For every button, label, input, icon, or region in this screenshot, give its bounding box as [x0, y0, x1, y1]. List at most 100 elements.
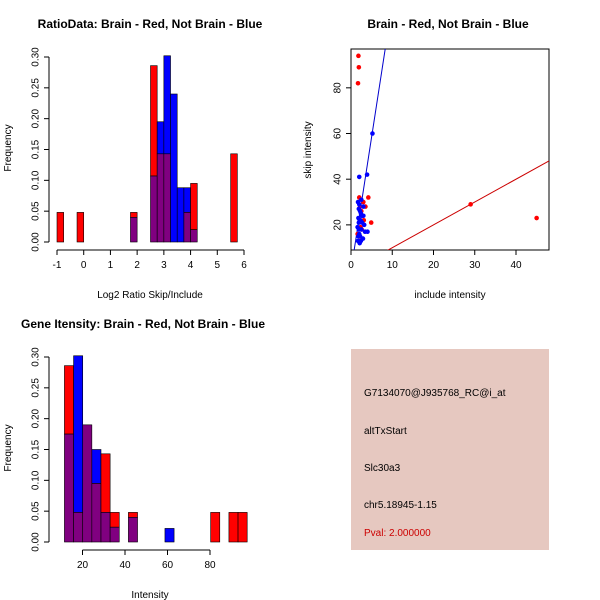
intensity-y-tick-label: 0.15	[31, 439, 42, 459]
scatter-point-blue	[359, 227, 364, 232]
scatter-fit-line-blue	[353, 49, 386, 250]
scatter-plot-box	[350, 48, 550, 251]
intensity-y-tick-label: 0.00	[31, 532, 42, 552]
ratio-x-tick-label: -1	[53, 260, 62, 271]
scatter-point-red	[368, 220, 374, 225]
ratio-y-tick-label: 0.25	[31, 78, 42, 98]
intensity-bar-red	[128, 512, 138, 518]
intensity-y-tick-label: 0.05	[30, 501, 41, 521]
scatter-point-blue	[361, 204, 366, 209]
ratio-title: RatioData: Brain - Red, Not Brain - Blue	[38, 17, 263, 31]
scatter-x-tick-label: 30	[469, 260, 481, 271]
intensity-histogram: Gene Itensity: Brain - Red, Not Brain - …	[3, 317, 265, 600]
info-probe-id: G7134070@J935768_RC@i_at	[364, 388, 506, 399]
intensity-bar-overlap	[128, 517, 138, 543]
ratio-bar-blue	[183, 187, 191, 213]
scatter-y-tick-label: 40	[333, 173, 344, 185]
ratio-bar-red	[230, 153, 238, 243]
intensity-bar-red	[210, 512, 221, 543]
ratio-bar-red	[190, 183, 198, 230]
info-gene-name: Slc30a3	[364, 463, 401, 474]
scatter-point-blue	[370, 131, 375, 136]
scatter-y-tick-label: 20	[333, 219, 344, 231]
scatter-point-red	[356, 64, 362, 70]
intensity-bar-blue	[164, 528, 175, 543]
ratio-bar-overlap	[190, 229, 198, 243]
scatter-x-tick-label: 20	[428, 260, 440, 271]
ratio-bar-red	[130, 212, 138, 218]
ratio-bar-red	[56, 212, 64, 243]
scatter-x-tick-label: 10	[387, 260, 399, 271]
intensity-bar-overlap	[82, 424, 93, 543]
ratio-x-tick-label: 6	[241, 260, 247, 271]
ratio-x-tick-label: 2	[134, 260, 140, 271]
ratio-y-tick-label: 0.05	[31, 201, 42, 221]
intensity-bar-red	[100, 453, 111, 513]
scatter-x-tick-label: 40	[510, 260, 522, 271]
scatter-point-red	[468, 202, 473, 207]
ratio-ylabel: Frequency	[3, 124, 14, 171]
info-pval: Pval: 2.000000	[364, 528, 431, 539]
ratio-bar-overlap	[130, 217, 138, 243]
ratio-x-tick-label: 4	[188, 260, 194, 271]
ratio-bar-blue	[170, 93, 178, 243]
scatter-y-tick-label: 60	[333, 128, 344, 140]
ratio-x-tick-label: 3	[161, 260, 167, 271]
intensity-bar-overlap	[91, 483, 102, 543]
intensity-y-tick-label: 0.25	[31, 378, 42, 398]
intensity-bar-blue	[73, 355, 84, 513]
scatter-fit-line-red	[387, 160, 549, 250]
intensity-y-tick-label: 0.30	[31, 347, 42, 367]
ratio-y-tick-label: 0.30	[31, 47, 42, 67]
ratio-bar-blue	[163, 55, 171, 155]
info-event-type: altTxStart	[364, 426, 407, 437]
intensity-y-tick-label: 0.20	[31, 408, 42, 428]
ratio-x-tick-label: 1	[108, 260, 114, 271]
intensity-bar-red	[109, 512, 120, 528]
info-location: chr5.18945-1.15	[364, 500, 437, 511]
scatter-point-red	[355, 80, 361, 86]
ratio-y-tick-label: 0.20	[31, 108, 42, 128]
intensity-y-tick-label: 0.10	[31, 470, 42, 490]
ratio-x-tick-label: 0	[81, 260, 87, 271]
ratio-bar-overlap	[156, 153, 165, 243]
intensity-bar-overlap	[73, 512, 84, 543]
scatter-plot: Brain - Red, Not Brain - Blue include in…	[303, 17, 550, 301]
intensity-x-tick-label: 40	[119, 560, 131, 571]
intensity-bar-overlap	[64, 433, 74, 543]
scatter-point-blue	[364, 172, 370, 177]
ratio-bar-blue	[156, 121, 165, 155]
ratio-bar-overlap	[163, 153, 171, 243]
ratio-bar-red	[76, 212, 85, 243]
scatter-point-blue	[356, 174, 362, 180]
ratio-bar-red	[150, 65, 158, 177]
scatter-point-red	[366, 195, 371, 200]
scatter-point-blue	[356, 202, 362, 207]
intensity-x-tick-label: 20	[77, 560, 89, 571]
scatter-point-blue	[362, 229, 368, 235]
scatter-point-red	[356, 53, 361, 59]
scatter-point-blue	[357, 240, 362, 246]
intensity-bar-red	[237, 512, 248, 543]
ratio-y-tick-label: 0.15	[31, 139, 42, 159]
intensity-bar-red	[64, 365, 74, 435]
ratio-bar-overlap	[183, 212, 191, 243]
intensity-bar-overlap	[109, 526, 120, 543]
info-panel: G7134070@J935768_RC@i_at altTxStart Slc3…	[351, 349, 549, 550]
intensity-title: Gene Itensity: Brain - Red, Not Brain - …	[21, 317, 265, 331]
info-panel-background	[351, 349, 549, 550]
scatter-point-red	[534, 215, 539, 221]
scatter-point-blue	[359, 197, 364, 203]
intensity-bar-blue	[91, 449, 102, 484]
scatter-y-tick-label: 80	[333, 82, 344, 94]
intensity-ylabel: Frequency	[3, 424, 14, 471]
ratio-bar-blue	[176, 187, 185, 243]
intensity-x-tick-label: 80	[204, 560, 216, 571]
ratio-x-tick-label: 5	[215, 260, 221, 271]
scatter-ylabel: skip intensity	[303, 121, 314, 178]
intensity-bar-overlap	[100, 512, 111, 543]
ratio-histogram: RatioData: Brain - Red, Not Brain - Blue…	[3, 17, 263, 301]
scatter-point-blue	[356, 220, 362, 225]
ratio-bar-overlap	[150, 175, 158, 243]
